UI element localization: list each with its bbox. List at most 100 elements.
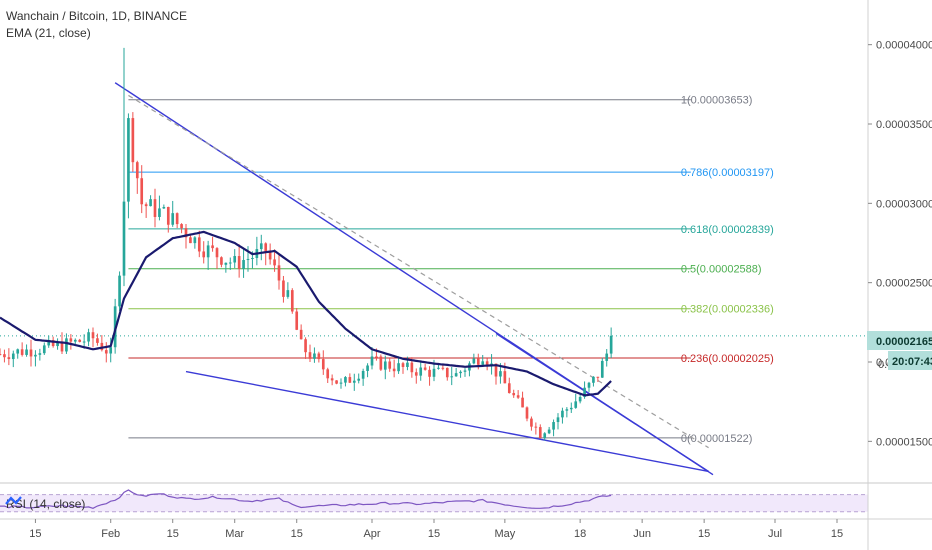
candle-body [410, 362, 414, 373]
candle-body [459, 371, 462, 374]
candle-body [220, 257, 223, 265]
x-tick-label: 15 [698, 528, 710, 540]
candle-body [525, 407, 529, 419]
candle-body [109, 347, 113, 354]
candle-body [144, 204, 148, 207]
candle-body [3, 354, 6, 358]
candle-body [339, 382, 343, 384]
candle-body [51, 340, 55, 347]
candle-body [175, 213, 179, 225]
y-tick-label: 0.00003000 [876, 198, 932, 210]
candle-body [82, 341, 86, 343]
candle-body [237, 256, 241, 269]
fib-level-label-3: 0.5(0.00002588) [681, 264, 762, 276]
x-tick-label: 15 [831, 528, 843, 540]
candle-body [197, 237, 201, 252]
x-tick-label: 15 [291, 528, 303, 540]
candle-body [171, 213, 175, 225]
candle-body [547, 429, 551, 434]
candle-body [189, 237, 192, 244]
candle-body [445, 367, 449, 378]
candle-body [268, 252, 272, 260]
candle-body [476, 358, 480, 365]
candle-body [47, 340, 51, 346]
candle-body [228, 262, 232, 264]
x-tick-label: Jun [633, 528, 651, 540]
ema-legend: EMA (21, close) [6, 26, 91, 40]
candle-body [583, 387, 586, 397]
candle-body [596, 376, 600, 378]
candle-body [158, 208, 161, 217]
candle-body [441, 367, 445, 369]
x-tick-label: 15 [428, 528, 440, 540]
fib-level-label-5: 0.236(0.00002025) [681, 353, 774, 365]
candle-body [454, 373, 458, 377]
candle-body [556, 417, 560, 423]
candle-body [485, 361, 489, 366]
candle-body [34, 354, 37, 357]
candle-body [507, 383, 511, 394]
candle-body [233, 256, 237, 263]
candle-body [397, 363, 400, 372]
candle-body [135, 162, 139, 179]
candle-body [406, 362, 409, 367]
candle-body [299, 329, 303, 340]
fib-level-label-4: 0.382(0.00002336) [681, 304, 774, 316]
candle-body [100, 342, 104, 351]
fib-retracement[interactable]: 1(0.00003653) 0.786(0.00003197) 0.618(0.00… [128, 95, 774, 445]
y-tick-label: 0.00001500 [876, 436, 932, 448]
candle-body [463, 370, 467, 372]
candle-body [290, 290, 294, 312]
y-tick-label: 0.00003500 [876, 119, 932, 131]
candle-body [38, 353, 42, 355]
candle-body [313, 353, 316, 359]
candle-body [609, 335, 613, 354]
candle-body [118, 275, 121, 307]
candle-body [78, 339, 82, 342]
candle-body [437, 367, 440, 369]
candle-body [206, 245, 210, 258]
candle-body [273, 259, 276, 266]
x-tick-label: Feb [101, 528, 120, 540]
candle-body [499, 371, 502, 377]
candle-body [534, 426, 538, 428]
candle-body [578, 396, 582, 402]
countdown-bg [888, 351, 932, 370]
rsi-curve [0, 489, 612, 509]
candle-body [472, 358, 476, 364]
rsi-band [0, 494, 868, 512]
ema-curve [0, 230, 612, 397]
candle-body [91, 332, 95, 339]
candle-body [29, 349, 33, 357]
last-price-value: 0.00002165 [876, 336, 932, 348]
candle-body [104, 350, 108, 354]
candle-body [392, 368, 396, 372]
x-tick-label: 15 [29, 528, 41, 540]
candle-body [330, 378, 334, 381]
tradingview-logo-icon [5, 496, 22, 505]
chart-title: Wanchain / Bitcoin, 1D, BINANCE [6, 9, 187, 23]
last-price-tag: 0.00002165 20:07:43 [867, 331, 932, 370]
candle-body [419, 367, 423, 376]
candle-body [184, 228, 188, 238]
candle-body [215, 248, 219, 258]
drawing-lines[interactable] [0, 82, 868, 476]
candle-body [0, 354, 2, 356]
candle-body [131, 118, 135, 163]
candle-body [512, 393, 516, 396]
candle-body [224, 262, 228, 265]
candle-body [304, 339, 307, 353]
trendline-lower [185, 370, 709, 473]
rsi-pane [0, 482, 932, 513]
candle-body [42, 345, 46, 354]
candle-body [193, 237, 197, 244]
candle-body [428, 369, 431, 377]
candle-body [65, 338, 68, 352]
fib-level-label-6: 0(0.00001522) [681, 433, 753, 445]
candle-body [516, 395, 520, 398]
candle-body [401, 363, 405, 367]
